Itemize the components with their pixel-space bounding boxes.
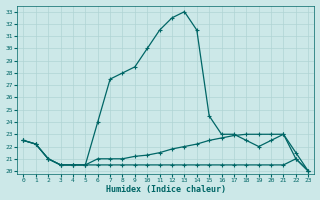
X-axis label: Humidex (Indice chaleur): Humidex (Indice chaleur) (106, 185, 226, 194)
